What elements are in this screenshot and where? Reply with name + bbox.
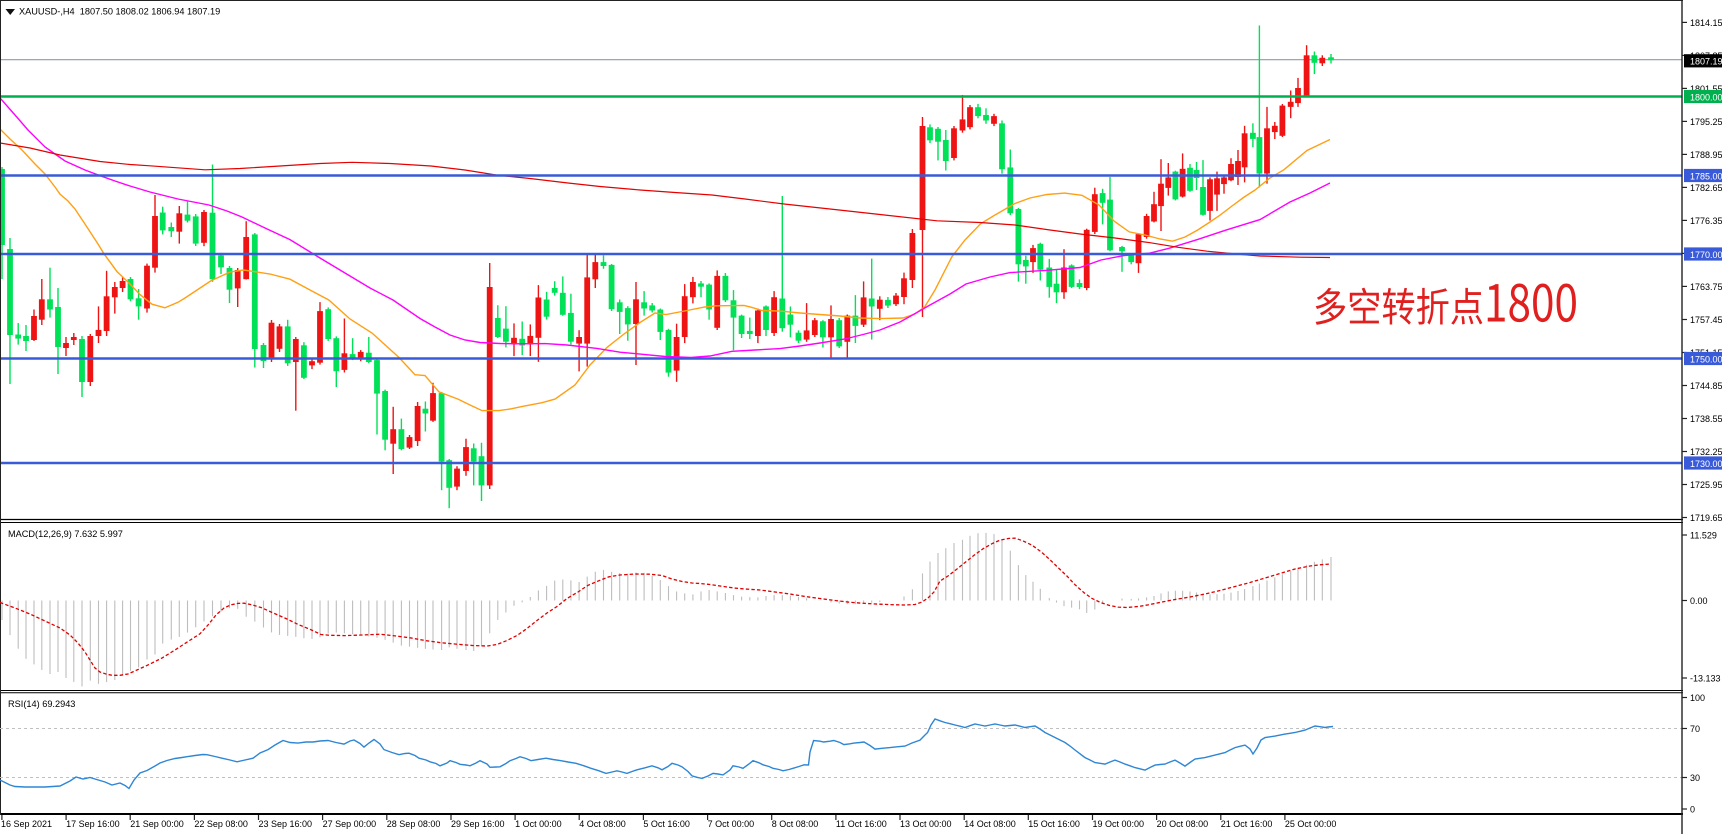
svg-text:-13.133: -13.133 [1690,674,1721,684]
svg-text:1807.19: 1807.19 [1690,57,1722,67]
svg-text:0.00: 0.00 [1690,596,1708,606]
svg-text:1750.00: 1750.00 [1690,354,1722,364]
svg-text:22 Sep 08:00: 22 Sep 08:00 [194,819,248,829]
svg-text:1732.25: 1732.25 [1690,447,1722,457]
svg-text:5 Oct 16:00: 5 Oct 16:00 [643,819,690,829]
svg-text:19 Oct 00:00: 19 Oct 00:00 [1093,819,1145,829]
svg-text:20 Oct 08:00: 20 Oct 08:00 [1157,819,1209,829]
svg-text:1776.35: 1776.35 [1690,216,1722,226]
svg-text:1788.95: 1788.95 [1690,150,1722,160]
svg-text:25 Oct 00:00: 25 Oct 00:00 [1285,819,1337,829]
svg-text:11 Oct 16:00: 11 Oct 16:00 [836,819,887,829]
svg-text:100: 100 [1690,693,1705,703]
svg-text:0: 0 [1690,805,1695,815]
svg-text:14 Oct 08:00: 14 Oct 08:00 [964,819,1016,829]
svg-text:8 Oct 08:00: 8 Oct 08:00 [772,819,819,829]
svg-text:1757.45: 1757.45 [1690,315,1722,325]
svg-text:7 Oct 00:00: 7 Oct 00:00 [708,819,755,829]
svg-text:MACD(12,26,9) 7.632 5.997: MACD(12,26,9) 7.632 5.997 [8,529,123,539]
svg-text:21 Oct 16:00: 21 Oct 16:00 [1221,819,1273,829]
svg-text:XAUUSD-,H4 1807.50 1808.02 18: XAUUSD-,H4 1807.50 1808.02 1806.94 1807.… [19,7,220,17]
svg-text:1725.95: 1725.95 [1690,480,1722,490]
svg-text:1801.55: 1801.55 [1690,84,1722,94]
svg-text:27 Sep 00:00: 27 Sep 00:00 [323,819,377,829]
svg-text:13 Oct 00:00: 13 Oct 00:00 [900,819,952,829]
svg-text:23 Sep 16:00: 23 Sep 16:00 [259,819,313,829]
svg-text:1782.65: 1782.65 [1690,183,1722,193]
svg-text:1800.00: 1800.00 [1690,92,1722,102]
svg-text:1770.00: 1770.00 [1690,250,1722,260]
svg-text:70: 70 [1690,724,1700,734]
svg-text:1814.15: 1814.15 [1690,18,1722,28]
svg-text:15 Oct 16:00: 15 Oct 16:00 [1028,819,1080,829]
svg-text:RSI(14) 69.2943: RSI(14) 69.2943 [8,699,75,709]
svg-text:30: 30 [1690,773,1700,783]
svg-text:21 Sep 00:00: 21 Sep 00:00 [130,819,184,829]
svg-text:29 Sep 16:00: 29 Sep 16:00 [451,819,505,829]
svg-text:1744.85: 1744.85 [1690,381,1722,391]
svg-text:1 Oct 00:00: 1 Oct 00:00 [515,819,562,829]
svg-text:28 Sep 08:00: 28 Sep 08:00 [387,819,441,829]
svg-text:1795.25: 1795.25 [1690,117,1722,127]
svg-text:16 Sep 2021: 16 Sep 2021 [1,819,52,829]
svg-text:1763.75: 1763.75 [1690,282,1722,292]
svg-text:4 Oct 08:00: 4 Oct 08:00 [579,819,626,829]
svg-text:1785.00: 1785.00 [1690,171,1722,181]
svg-text:17 Sep 16:00: 17 Sep 16:00 [66,819,120,829]
svg-text:1719.65: 1719.65 [1690,513,1722,523]
svg-text:1730.00: 1730.00 [1690,459,1722,469]
svg-text:1738.55: 1738.55 [1690,414,1722,424]
svg-text:11.529: 11.529 [1690,531,1717,541]
